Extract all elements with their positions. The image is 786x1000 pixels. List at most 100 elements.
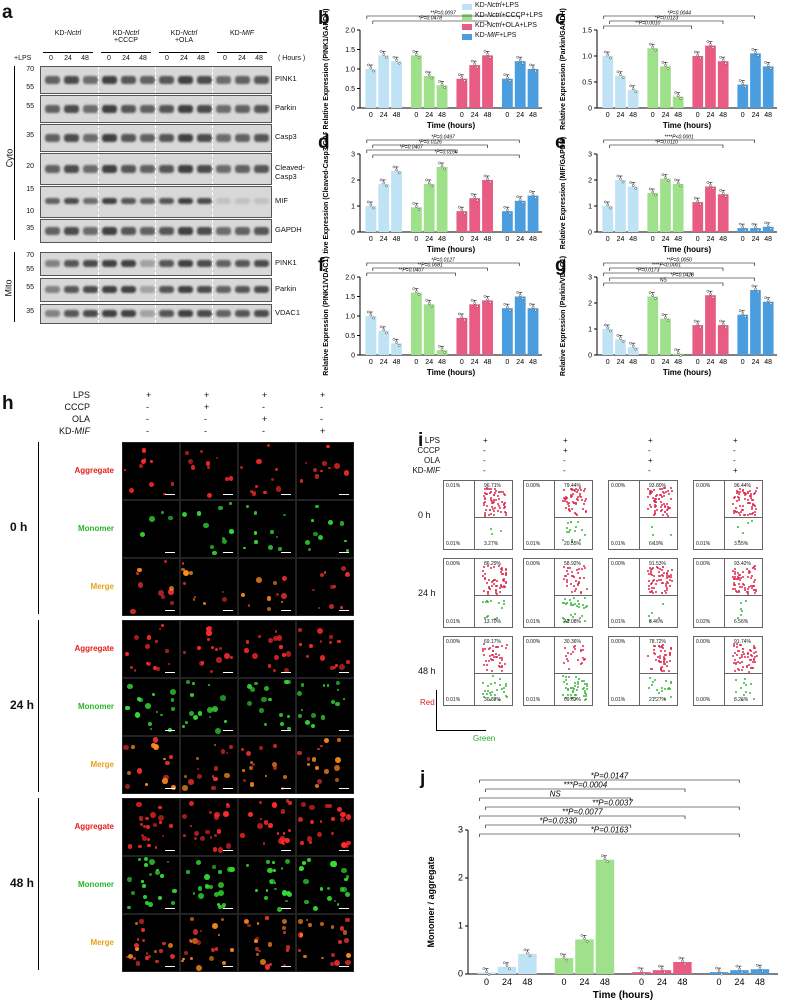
event-dot [755, 589, 758, 592]
event-dot [482, 589, 485, 592]
event-dot [572, 493, 575, 496]
blot-band [140, 260, 155, 267]
data-point [709, 292, 712, 296]
data-point [706, 181, 710, 184]
data-point [766, 64, 770, 67]
x-tick-label: 48 [438, 112, 446, 119]
event-dot [669, 579, 672, 582]
event-dot [565, 620, 568, 623]
event-dot [566, 601, 569, 604]
event-dot [648, 490, 651, 493]
blot-band [83, 76, 98, 84]
legend-swatch [462, 34, 472, 40]
event-dot [743, 513, 746, 516]
event-dot [741, 651, 744, 654]
mito-label: Mito [3, 279, 14, 297]
y-tick-label: 3 [458, 825, 463, 835]
event-dot [664, 650, 667, 653]
y-tick-label: 1.5 [582, 28, 592, 35]
cell-signal [182, 957, 185, 961]
event-dot [660, 591, 663, 594]
event-dot [493, 618, 496, 621]
event-dot [565, 580, 568, 583]
cell-signal [298, 919, 303, 924]
blot-band [64, 310, 79, 317]
event-dot [733, 661, 736, 664]
cell-signal [285, 799, 290, 803]
x-tick-label: 0 [606, 112, 610, 119]
cell-signal [335, 663, 339, 667]
blot-mw-label: 55 [26, 284, 34, 291]
cell-signal [275, 592, 280, 596]
event-dot [567, 507, 570, 510]
significance-bracket [366, 139, 520, 143]
cell-signal [141, 448, 147, 453]
event-dot [753, 655, 756, 658]
cell-signal [304, 719, 310, 725]
gate-line [554, 481, 555, 549]
event-dot [485, 581, 488, 584]
event-dot [570, 694, 573, 697]
data-point [508, 79, 512, 83]
cell-signal [211, 775, 215, 778]
quadrant-lower-left: 0.01% [696, 541, 711, 547]
event-dot [581, 688, 584, 691]
channel-label: Aggregate [74, 644, 114, 653]
cell-signal [212, 865, 216, 869]
data-point [651, 294, 655, 297]
cell-signal [330, 584, 335, 590]
event-dot [486, 615, 489, 618]
event-dot [660, 650, 663, 653]
event-dot [491, 502, 494, 505]
data-point [516, 55, 519, 59]
event-dot [658, 657, 661, 660]
event-dot [654, 509, 657, 512]
event-dot [574, 698, 577, 701]
event-dot [492, 649, 495, 652]
event-dot [579, 576, 582, 579]
event-dot [746, 653, 749, 656]
event-dot [666, 505, 669, 508]
cell-signal [325, 804, 329, 808]
event-dot [661, 646, 664, 649]
event-dot [736, 492, 739, 495]
cell-signal [330, 961, 335, 966]
event-dot [496, 592, 499, 595]
lane-divider [212, 154, 213, 184]
event-dot [492, 502, 495, 505]
event-dot [648, 590, 651, 593]
flow-plot: 0.01% 96.71% 0.01% 3.27% [443, 480, 513, 550]
quadrant-lower-left: 0.02% [696, 619, 711, 625]
blot-band [45, 165, 60, 173]
cell-signal [155, 868, 159, 872]
cell-signal [307, 923, 312, 927]
blot-band [197, 134, 212, 142]
event-dot [664, 662, 667, 665]
event-dot [585, 694, 588, 697]
event-dot [490, 500, 493, 503]
event-dot [485, 487, 488, 490]
bar [602, 206, 614, 232]
cell-signal [258, 634, 261, 638]
event-dot [660, 581, 663, 584]
bar [647, 48, 659, 108]
event-dot [485, 693, 488, 696]
data-point [679, 184, 683, 188]
cell-signal [168, 515, 173, 521]
condition-value: + [483, 436, 488, 445]
event-dot [578, 487, 581, 490]
y-axis-label: Relative Expression (MIF/GAPDH) [560, 137, 567, 249]
data-point [443, 350, 446, 354]
event-dot [579, 648, 582, 651]
cell-signal [276, 535, 279, 539]
quadrant-upper-left: 0.00% [446, 561, 461, 567]
event-dot [566, 496, 569, 499]
scale-bar [339, 850, 349, 851]
event-dot [658, 571, 661, 574]
blot-band [64, 286, 79, 293]
cell-signal [141, 880, 144, 883]
event-dot [648, 585, 651, 588]
x-tick-label: 0 [505, 359, 509, 366]
event-dot [567, 688, 570, 691]
cell-signal [336, 681, 340, 686]
